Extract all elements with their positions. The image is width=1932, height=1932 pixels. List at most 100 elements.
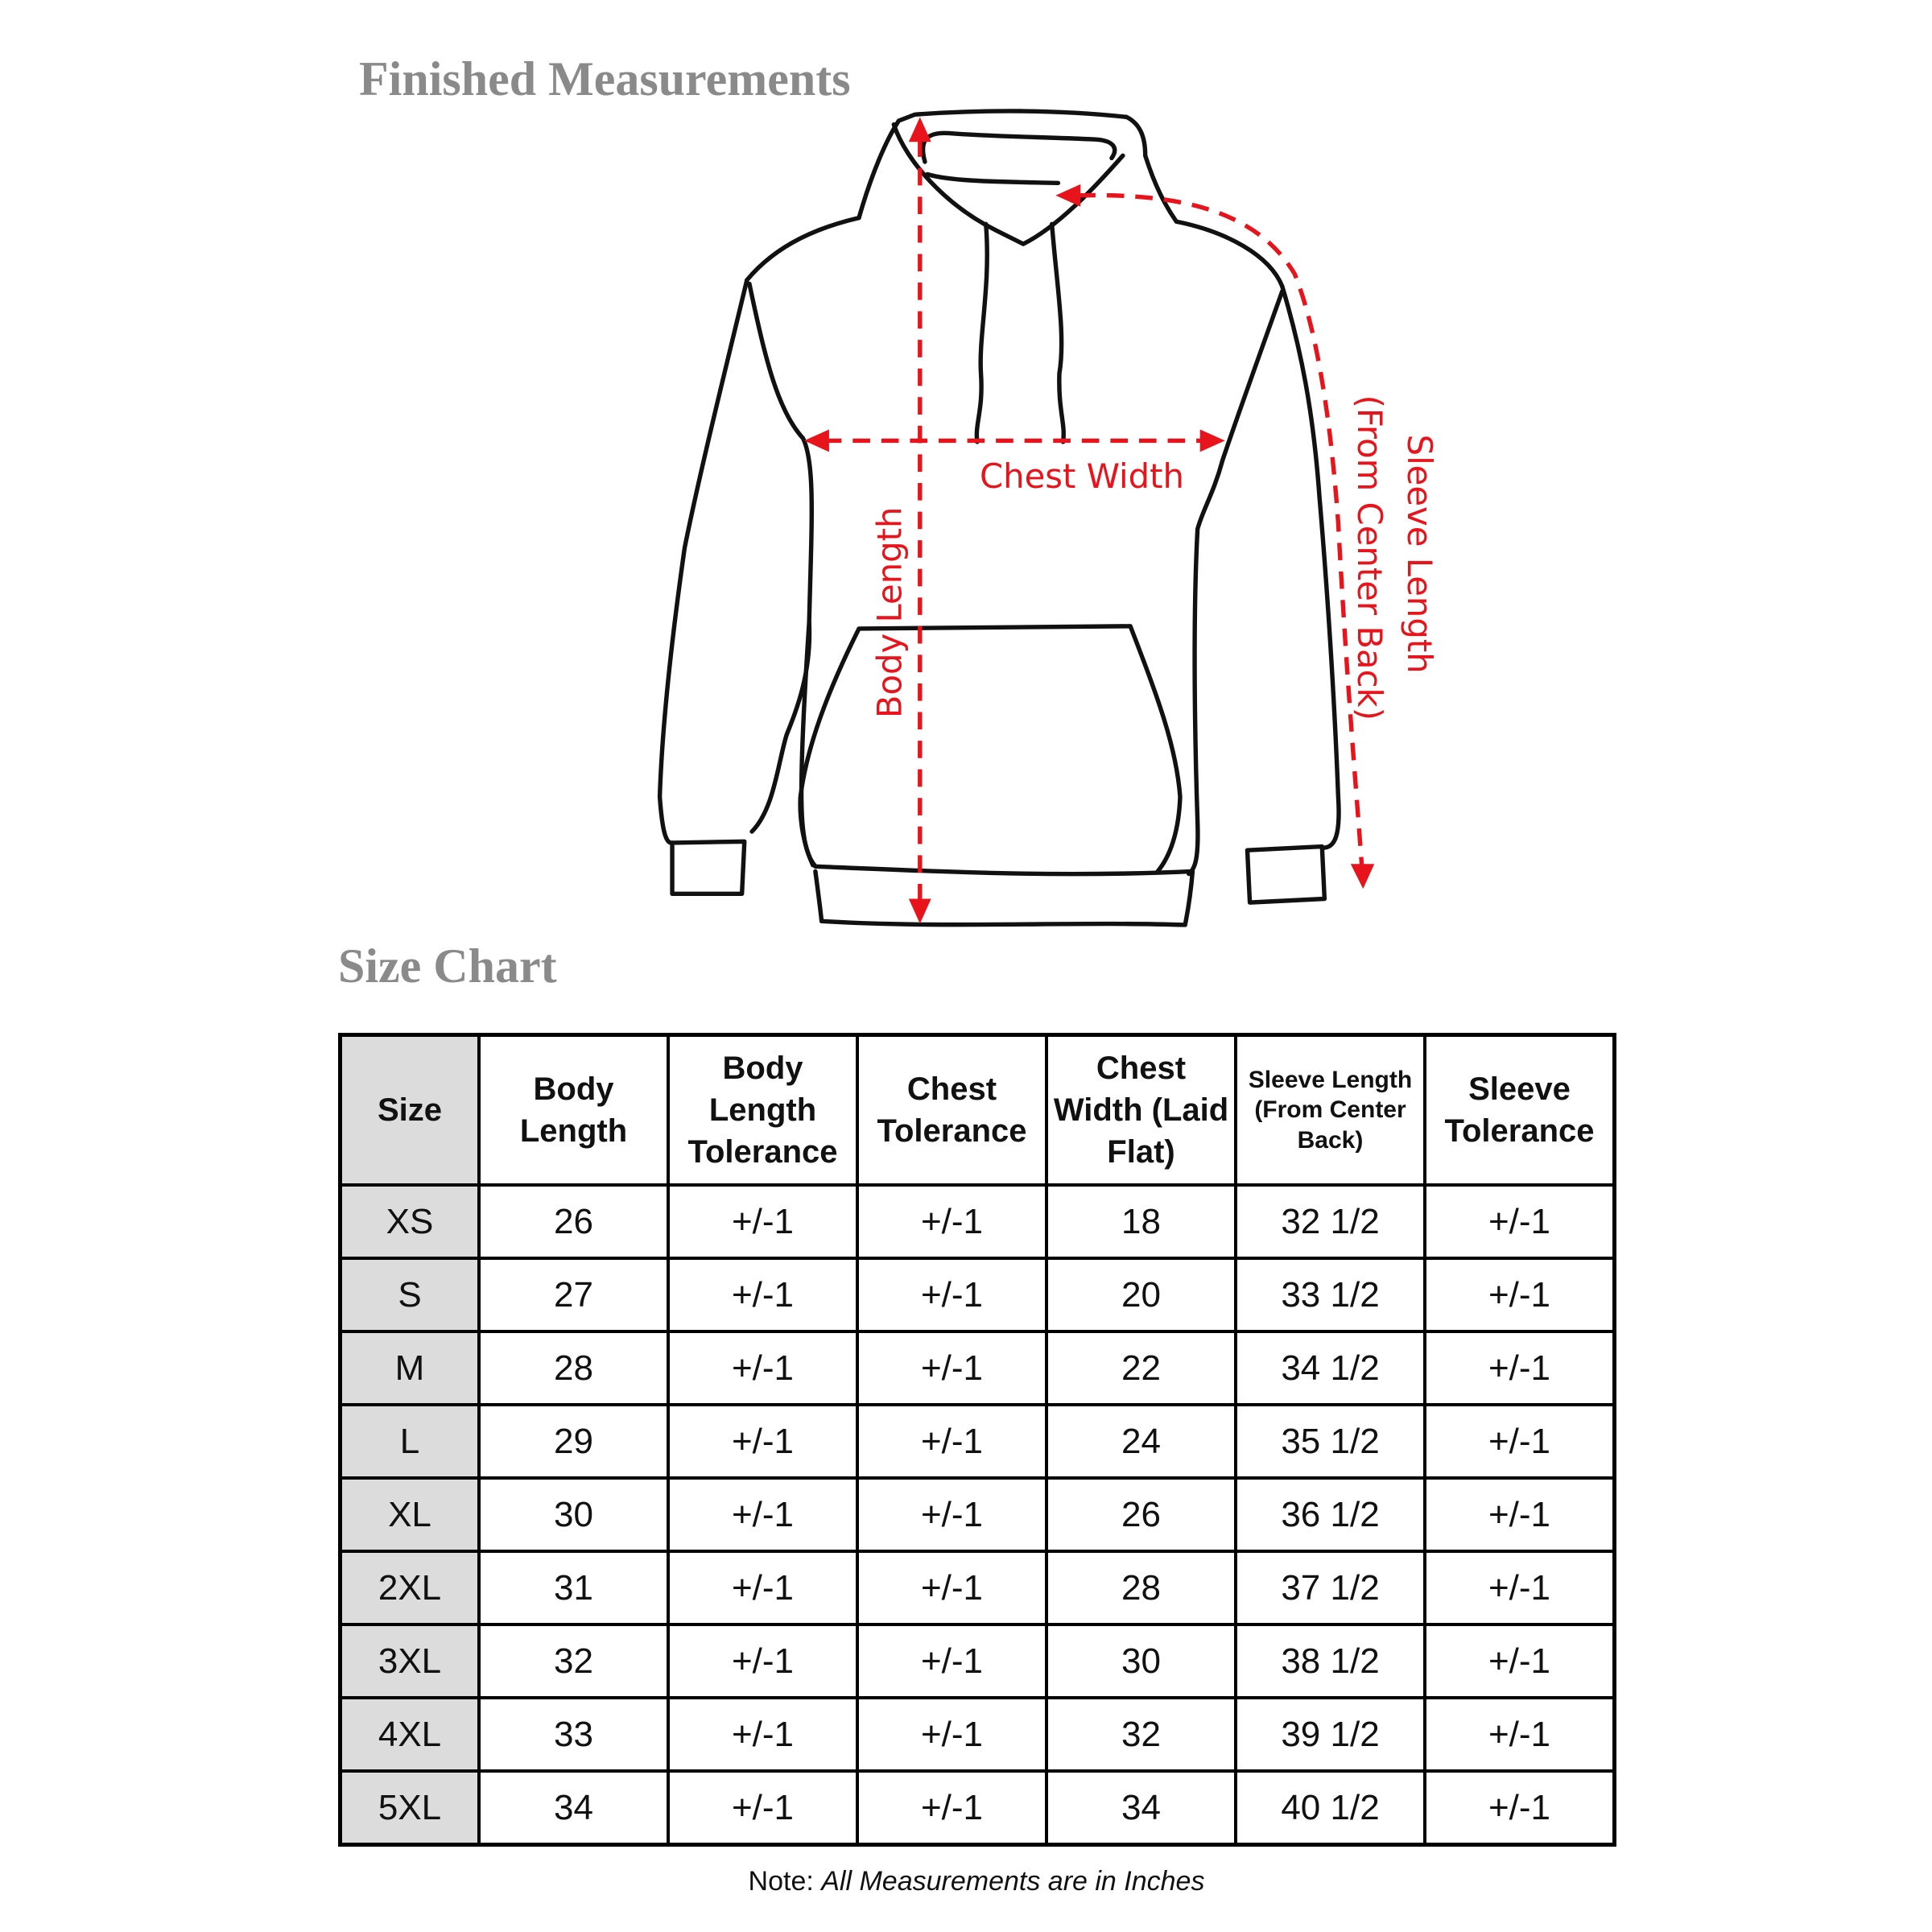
value-cell: 34 bbox=[1045, 1769, 1237, 1847]
value-cell: 30 bbox=[1045, 1623, 1237, 1699]
value-cell: 22 bbox=[1045, 1330, 1237, 1406]
size-cell: 5XL bbox=[338, 1769, 481, 1847]
value-cell: 20 bbox=[1045, 1257, 1237, 1333]
right-sleeve-outer bbox=[1280, 283, 1341, 850]
value-cell: +/-1 bbox=[856, 1257, 1048, 1333]
value-cell: 28 bbox=[1045, 1550, 1237, 1626]
value-cell: 33 bbox=[477, 1696, 670, 1773]
header-sleeve-tolerance: Sleeve Tolerance bbox=[1423, 1033, 1616, 1187]
table-row: 3XL 32 +/-1 +/-1 30 38 1/2 +/-1 bbox=[338, 1623, 1616, 1699]
left-shoulder bbox=[745, 215, 861, 283]
measurement-note: Note: All Measurements are in Inches bbox=[0, 1866, 1932, 1897]
value-cell: +/-1 bbox=[667, 1769, 859, 1847]
size-cell: L bbox=[338, 1403, 481, 1480]
left-cuff bbox=[670, 839, 747, 897]
arrowheads bbox=[803, 117, 1375, 924]
value-cell: +/-1 bbox=[1423, 1257, 1616, 1333]
body-length-label: Body Length bbox=[870, 506, 910, 718]
header-size: Size bbox=[338, 1033, 481, 1187]
neckline bbox=[925, 171, 1061, 186]
value-cell: +/-1 bbox=[667, 1550, 859, 1626]
header-sleeve-length: Sleeve Length (From Center Back) bbox=[1234, 1033, 1426, 1187]
size-chart-table: Size Body Length Body Length Tolerance C… bbox=[338, 1033, 1616, 1847]
table-row: M 28 +/-1 +/-1 22 34 1/2 +/-1 bbox=[338, 1330, 1616, 1406]
value-cell: +/-1 bbox=[856, 1623, 1048, 1699]
hood-opening bbox=[920, 130, 1117, 164]
table-row: 5XL 34 +/-1 +/-1 34 40 1/2 +/-1 bbox=[338, 1769, 1616, 1847]
value-cell: +/-1 bbox=[856, 1403, 1048, 1480]
value-cell: 39 1/2 bbox=[1234, 1696, 1426, 1773]
table-row: XS 26 +/-1 +/-1 18 32 1/2 +/-1 bbox=[338, 1183, 1616, 1260]
header-body-length: Body Length bbox=[477, 1033, 670, 1187]
value-cell: 28 bbox=[477, 1330, 670, 1406]
right-shoulder bbox=[1174, 219, 1285, 289]
pocket bbox=[798, 624, 1183, 874]
size-cell: 4XL bbox=[338, 1696, 481, 1773]
value-cell: +/-1 bbox=[667, 1403, 859, 1480]
right-cuff bbox=[1245, 844, 1327, 905]
arrow-left-icon bbox=[803, 429, 829, 452]
value-cell: 40 1/2 bbox=[1234, 1769, 1426, 1847]
sleeve-length-label: Sleeve Length bbox=[1400, 435, 1439, 674]
arrow-right-icon bbox=[1199, 429, 1225, 452]
value-cell: 34 1/2 bbox=[1234, 1330, 1426, 1406]
size-cell: S bbox=[338, 1257, 481, 1333]
right-sleeve-inner bbox=[1187, 289, 1285, 877]
value-cell: 32 1/2 bbox=[1234, 1183, 1426, 1260]
sleeve-length-sublabel: (From Center Back) bbox=[1350, 395, 1389, 720]
value-cell: 30 bbox=[477, 1476, 670, 1553]
value-cell: +/-1 bbox=[856, 1476, 1048, 1553]
value-cell: +/-1 bbox=[667, 1623, 859, 1699]
table-row: L 29 +/-1 +/-1 24 35 1/2 +/-1 bbox=[338, 1403, 1616, 1480]
value-cell: +/-1 bbox=[856, 1550, 1048, 1626]
value-cell: 18 bbox=[1045, 1183, 1237, 1260]
note-text: All Measurements are in Inches bbox=[821, 1866, 1205, 1897]
value-cell: +/-1 bbox=[1423, 1476, 1616, 1553]
size-cell: M bbox=[338, 1330, 481, 1406]
arrow-down-icon bbox=[1350, 864, 1375, 890]
value-cell: +/-1 bbox=[1423, 1550, 1616, 1626]
value-cell: 27 bbox=[477, 1257, 670, 1333]
value-cell: 36 1/2 bbox=[1234, 1476, 1426, 1553]
hoodie-outline bbox=[657, 109, 1341, 927]
size-cell: 3XL bbox=[338, 1623, 481, 1699]
value-cell: 33 1/2 bbox=[1234, 1257, 1426, 1333]
value-cell: 32 bbox=[1045, 1696, 1237, 1773]
value-cell: 38 1/2 bbox=[1234, 1623, 1426, 1699]
table-row: XL 30 +/-1 +/-1 26 36 1/2 +/-1 bbox=[338, 1476, 1616, 1553]
hood-inner bbox=[891, 122, 1125, 246]
value-cell: 29 bbox=[477, 1403, 670, 1480]
value-cell: 24 bbox=[1045, 1403, 1237, 1480]
note-label: Note: bbox=[748, 1866, 814, 1897]
waist-seam bbox=[813, 864, 1195, 877]
drawstring-left bbox=[974, 221, 989, 444]
arrow-down-icon bbox=[908, 898, 931, 924]
value-cell: +/-1 bbox=[1423, 1183, 1616, 1260]
value-cell: +/-1 bbox=[856, 1769, 1048, 1847]
size-cell: 2XL bbox=[338, 1550, 481, 1626]
arrow-up-icon bbox=[908, 117, 931, 142]
header-body-length-tolerance: Body Length Tolerance bbox=[667, 1033, 859, 1187]
header-chest-tolerance: Chest Tolerance bbox=[856, 1033, 1048, 1187]
value-cell: +/-1 bbox=[1423, 1403, 1616, 1480]
value-cell: +/-1 bbox=[1423, 1769, 1616, 1847]
value-cell: +/-1 bbox=[1423, 1623, 1616, 1699]
drawstring-right bbox=[1049, 221, 1066, 444]
sleeve-length-line bbox=[1078, 192, 1364, 867]
arrow-left-icon bbox=[1055, 184, 1081, 207]
value-cell: 37 1/2 bbox=[1234, 1550, 1426, 1626]
value-cell: 34 bbox=[477, 1769, 670, 1847]
value-cell: 35 1/2 bbox=[1234, 1403, 1426, 1480]
value-cell: +/-1 bbox=[667, 1183, 859, 1260]
value-cell: +/-1 bbox=[667, 1476, 859, 1553]
left-sleeve-outer bbox=[657, 278, 749, 845]
left-sleeve-inner bbox=[747, 281, 814, 834]
waistband bbox=[813, 869, 1195, 927]
value-cell: 26 bbox=[477, 1183, 670, 1260]
size-cell: XL bbox=[338, 1476, 481, 1553]
size-cell: XS bbox=[338, 1183, 481, 1260]
value-cell: +/-1 bbox=[667, 1696, 859, 1773]
value-cell: +/-1 bbox=[1423, 1696, 1616, 1773]
size-chart-title: Size Chart bbox=[338, 939, 557, 993]
